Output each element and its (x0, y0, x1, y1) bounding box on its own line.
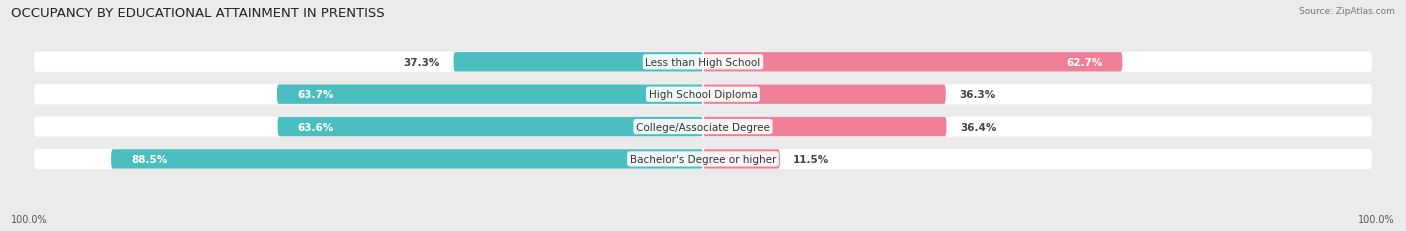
Text: Bachelor's Degree or higher: Bachelor's Degree or higher (630, 154, 776, 164)
FancyBboxPatch shape (34, 117, 1372, 137)
FancyBboxPatch shape (277, 85, 703, 104)
FancyBboxPatch shape (277, 117, 703, 137)
FancyBboxPatch shape (34, 52, 1372, 73)
Text: 100.0%: 100.0% (11, 214, 48, 224)
FancyBboxPatch shape (703, 117, 946, 137)
FancyBboxPatch shape (454, 53, 703, 72)
Text: 36.3%: 36.3% (959, 90, 995, 100)
Text: 11.5%: 11.5% (793, 154, 830, 164)
Text: 100.0%: 100.0% (1358, 214, 1395, 224)
FancyBboxPatch shape (703, 85, 946, 104)
Text: 37.3%: 37.3% (404, 58, 440, 67)
Text: OCCUPANCY BY EDUCATIONAL ATTAINMENT IN PRENTISS: OCCUPANCY BY EDUCATIONAL ATTAINMENT IN P… (11, 7, 385, 20)
Text: 36.4%: 36.4% (960, 122, 997, 132)
Text: 63.7%: 63.7% (297, 90, 333, 100)
Text: 88.5%: 88.5% (131, 154, 167, 164)
Text: College/Associate Degree: College/Associate Degree (636, 122, 770, 132)
Text: 63.6%: 63.6% (298, 122, 333, 132)
Text: 62.7%: 62.7% (1066, 58, 1102, 67)
Text: Source: ZipAtlas.com: Source: ZipAtlas.com (1299, 7, 1395, 16)
Text: Less than High School: Less than High School (645, 58, 761, 67)
FancyBboxPatch shape (111, 149, 703, 169)
FancyBboxPatch shape (703, 149, 780, 169)
Text: High School Diploma: High School Diploma (648, 90, 758, 100)
FancyBboxPatch shape (34, 149, 1372, 169)
FancyBboxPatch shape (703, 53, 1122, 72)
FancyBboxPatch shape (34, 85, 1372, 105)
